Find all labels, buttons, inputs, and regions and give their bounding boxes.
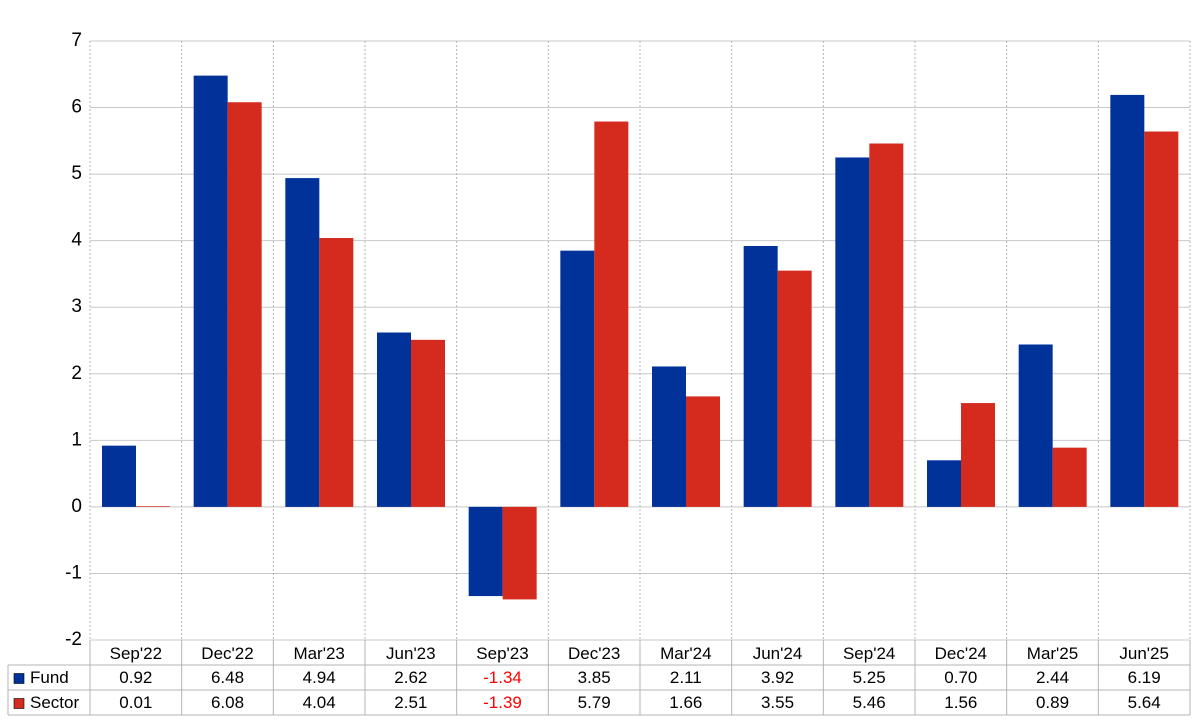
table-value: 5.64	[1128, 693, 1161, 712]
bar	[1052, 447, 1087, 507]
bar	[102, 445, 136, 507]
x-tick-label: Dec'22	[201, 644, 253, 663]
table-value: 2.51	[394, 693, 427, 712]
bar	[743, 245, 778, 507]
table-value: 5.25	[853, 668, 886, 687]
y-tick-label: 5	[71, 163, 82, 184]
bar	[927, 460, 961, 507]
x-tick-label: Jun'23	[386, 644, 436, 663]
x-tick-label: Sep'22	[110, 644, 162, 663]
table-value: 2.44	[1036, 668, 1069, 687]
y-tick-label: -1	[65, 562, 82, 583]
bar	[227, 102, 262, 507]
y-tick-label: 4	[71, 230, 82, 251]
table-value: 0.89	[1036, 693, 1069, 712]
x-tick-label: Sep'24	[843, 644, 895, 663]
table-value: 0.92	[119, 668, 152, 687]
bar	[1018, 344, 1053, 507]
table-value: 4.04	[303, 693, 336, 712]
legend-label: Sector	[30, 693, 79, 712]
bar	[285, 178, 320, 507]
y-tick-label: 0	[71, 496, 82, 517]
table-value: 1.56	[944, 693, 977, 712]
x-tick-label: Dec'24	[935, 644, 987, 663]
x-tick-label: Sep'23	[476, 644, 528, 663]
x-tick-label: Jun'24	[753, 644, 803, 663]
bar	[777, 270, 812, 507]
table-value: 6.19	[1128, 668, 1161, 687]
table-value: 2.11	[670, 668, 702, 687]
table-value: 3.85	[578, 668, 611, 687]
table-value: 4.94	[303, 668, 336, 687]
bar	[411, 339, 445, 507]
bar	[468, 506, 503, 597]
bar	[193, 75, 228, 507]
table-value: -1.39	[483, 693, 522, 712]
table-value: 5.46	[853, 693, 886, 712]
table-value: 6.48	[211, 668, 244, 687]
x-tick-label: Dec'23	[568, 644, 620, 663]
y-tick-label: 1	[71, 429, 82, 450]
legend-label: Fund	[30, 668, 69, 687]
y-tick-label: 7	[71, 30, 82, 51]
x-tick-label: Mar'23	[293, 644, 344, 663]
x-tick-label: Mar'24	[660, 644, 711, 663]
table-value: 3.55	[761, 693, 794, 712]
bar	[377, 332, 411, 507]
y-tick-label: 3	[71, 296, 82, 317]
bar	[835, 157, 870, 507]
y-tick-label: -2	[65, 629, 82, 650]
bar	[961, 403, 995, 507]
bar	[502, 506, 537, 600]
legend-swatch	[13, 673, 25, 684]
bar	[1110, 94, 1145, 507]
y-tick-label: 2	[71, 363, 82, 384]
bar	[1144, 131, 1179, 507]
table-value: -1.34	[483, 668, 522, 687]
bar	[869, 143, 904, 507]
bar	[594, 121, 629, 507]
table-value: 0.01	[119, 693, 152, 712]
table-value: 3.92	[761, 668, 794, 687]
y-tick-label: 6	[71, 97, 82, 118]
table-value: 2.62	[394, 668, 427, 687]
bar	[319, 238, 354, 507]
table-value: 0.70	[944, 668, 977, 687]
bar	[686, 396, 720, 507]
bar	[652, 366, 686, 507]
legend-swatch	[13, 698, 25, 709]
bar	[560, 250, 595, 507]
x-tick-label: Jun'25	[1119, 644, 1169, 663]
table-value: 6.08	[211, 693, 244, 712]
table-value: 1.66	[669, 693, 702, 712]
bar	[136, 506, 170, 507]
table-value: 5.79	[578, 693, 611, 712]
x-tick-label: Mar'25	[1027, 644, 1078, 663]
